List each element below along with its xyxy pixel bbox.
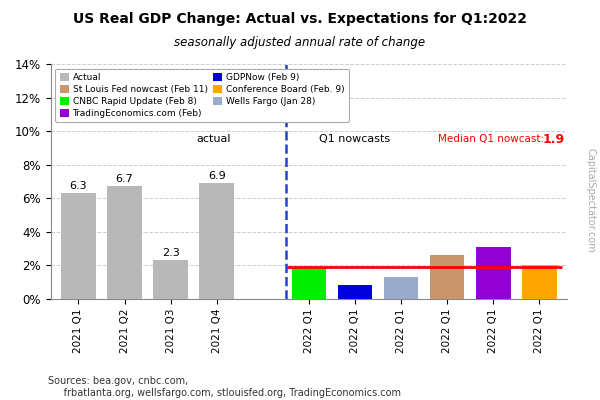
- Bar: [476, 247, 511, 299]
- Bar: [154, 260, 188, 299]
- Text: 2.3: 2.3: [162, 248, 179, 258]
- Text: seasonally adjusted annual rate of change: seasonally adjusted annual rate of chang…: [175, 36, 425, 49]
- Text: CapitalSpectator.com: CapitalSpectator.com: [586, 148, 596, 252]
- Bar: [384, 277, 418, 299]
- Text: Median Q1 nowcast:: Median Q1 nowcast:: [438, 134, 544, 144]
- Text: 6.3: 6.3: [70, 181, 88, 191]
- Text: 6.9: 6.9: [208, 170, 226, 180]
- Bar: [338, 285, 372, 299]
- Bar: [107, 186, 142, 299]
- Text: 6.7: 6.7: [116, 174, 133, 184]
- Text: 1.9: 1.9: [542, 133, 565, 146]
- Text: US Real GDP Change: Actual vs. Expectations for Q1:2022: US Real GDP Change: Actual vs. Expectati…: [73, 12, 527, 26]
- Bar: [430, 255, 464, 299]
- Bar: [61, 193, 96, 299]
- Text: Sources: bea.gov, cnbc.com,
     frbatlanta.org, wellsfargo.com, stlouisfed.org,: Sources: bea.gov, cnbc.com, frbatlanta.o…: [48, 376, 401, 398]
- Text: Q1 nowcasts: Q1 nowcasts: [319, 134, 391, 144]
- Text: actual: actual: [196, 134, 230, 144]
- Bar: [522, 265, 557, 299]
- Legend: Actual, St Louis Fed nowcast (Feb 11), CNBC Rapid Update (Feb 8), TradingEconomi: Actual, St Louis Fed nowcast (Feb 11), C…: [55, 68, 349, 122]
- Bar: [199, 183, 234, 299]
- Bar: [292, 267, 326, 299]
